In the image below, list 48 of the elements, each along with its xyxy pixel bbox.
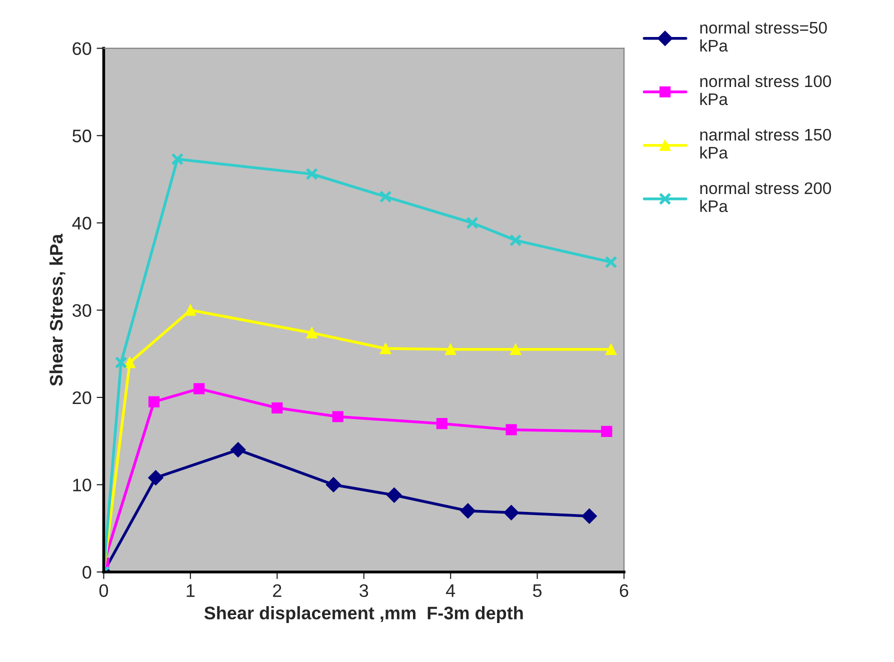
point bbox=[504, 505, 519, 520]
point bbox=[380, 342, 392, 354]
y-axis-title: Shear Stress, kPa bbox=[49, 234, 66, 386]
x-tick-label: 2 bbox=[273, 584, 282, 597]
point bbox=[582, 508, 597, 524]
legend-label: normal stress 200 kPa bbox=[700, 182, 832, 212]
point bbox=[184, 304, 196, 316]
x-tick-label: 4 bbox=[446, 584, 456, 597]
legend-label: normal stress 100 kPa bbox=[700, 74, 832, 106]
point bbox=[332, 411, 344, 422]
point bbox=[194, 383, 205, 394]
x-tick-label: 0 bbox=[99, 584, 108, 598]
y-tick-label: 50 bbox=[72, 130, 92, 142]
point bbox=[306, 327, 318, 338]
point bbox=[445, 344, 456, 355]
y-tick-label: 10 bbox=[73, 478, 92, 492]
point bbox=[604, 256, 618, 268]
y-tick-label: 20 bbox=[72, 391, 92, 404]
point bbox=[601, 426, 612, 438]
point bbox=[272, 402, 283, 414]
y-tick-label: 0 bbox=[82, 566, 92, 579]
x-tick-label: 1 bbox=[186, 584, 195, 597]
point bbox=[379, 190, 392, 203]
legend-label: narmal stress 150 kPa bbox=[700, 128, 832, 159]
y-tick-label: 60 bbox=[72, 42, 92, 56]
x-axis-title: Shear displacement ,mm F-3m depth bbox=[204, 606, 523, 623]
x-tick-label: 6 bbox=[620, 584, 628, 598]
point bbox=[230, 442, 246, 458]
point bbox=[460, 503, 476, 518]
x-tick-label: 5 bbox=[532, 584, 542, 598]
point bbox=[436, 418, 448, 430]
point bbox=[509, 234, 522, 247]
point bbox=[124, 356, 136, 368]
point bbox=[386, 488, 402, 503]
legend-label: normal stress=50 kPa bbox=[700, 21, 827, 52]
point bbox=[326, 477, 342, 492]
point bbox=[605, 344, 617, 355]
y-tick-label: 30 bbox=[72, 304, 92, 317]
point bbox=[466, 216, 479, 230]
point bbox=[148, 396, 160, 408]
point bbox=[510, 344, 522, 355]
point bbox=[171, 152, 184, 166]
point bbox=[148, 470, 164, 486]
y-tick-label: 40 bbox=[72, 216, 92, 230]
point bbox=[506, 424, 517, 436]
point bbox=[114, 356, 128, 369]
x-tick-label: 3 bbox=[360, 584, 368, 598]
point bbox=[306, 168, 318, 180]
